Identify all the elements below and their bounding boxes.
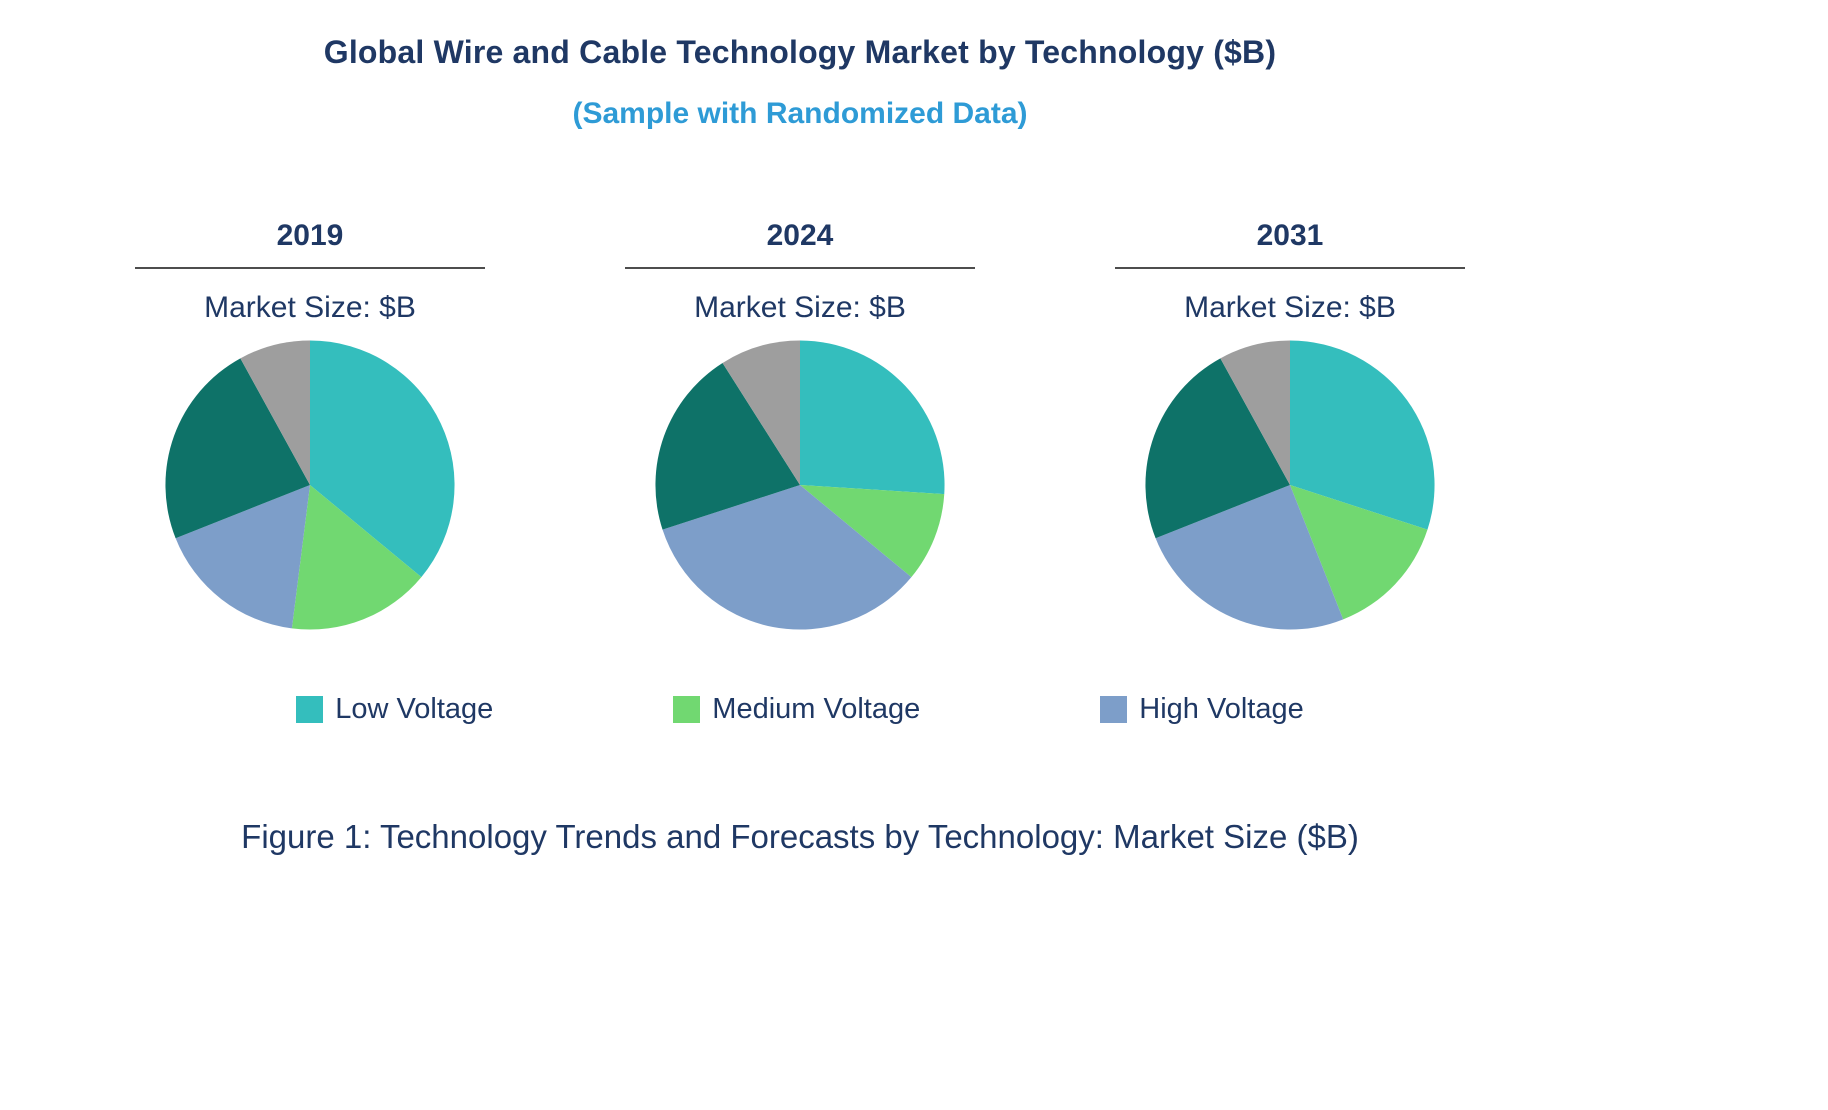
- pie-slice-medium-voltage: [1290, 485, 1428, 620]
- chart-column-2024: 2024 Market Size: $B: [560, 219, 1040, 631]
- legend-item-high-voltage: High Voltage: [1100, 693, 1304, 726]
- page-subtitle: (Sample with Randomized Data): [572, 97, 1028, 130]
- figure-caption: Figure 1: Technology Trends and Forecast…: [241, 818, 1359, 855]
- pie-slice: [240, 340, 310, 485]
- pie-slice-high-voltage: [1155, 485, 1344, 630]
- pie-chart-2024: [654, 339, 946, 631]
- pie-slice-high-voltage: [662, 485, 912, 630]
- legend-label: Low Voltage: [335, 693, 494, 725]
- pie-slice-low-voltage: [1290, 340, 1435, 530]
- legend-label: Medium Voltage: [712, 693, 921, 725]
- page-title: Global Wire and Cable Technology Market …: [323, 34, 1277, 70]
- legend-swatch-icon: [1100, 696, 1128, 723]
- pie-slice: [1145, 358, 1290, 539]
- pie-slice: [165, 358, 310, 539]
- legend-label: High Voltage: [1139, 693, 1304, 725]
- market-size-label: Market Size: $B: [694, 291, 906, 324]
- pie-slice-medium-voltage: [291, 485, 422, 630]
- pie-slice: [722, 340, 800, 485]
- legend-item-low-voltage: Low Voltage: [296, 693, 493, 726]
- pie-chart-2031: [1144, 339, 1436, 631]
- market-size-label: Market Size: $B: [204, 291, 416, 324]
- pie-chart-2019: [164, 339, 456, 631]
- legend: Low Voltage Medium Voltage High Voltage: [40, 693, 1560, 726]
- pie-slice: [655, 362, 800, 530]
- charts-row: 2019 Market Size: $B 2024 Market Size: $…: [40, 219, 1560, 631]
- legend-swatch-icon: [673, 696, 701, 723]
- year-header: 2019: [135, 219, 485, 269]
- year-header: 2031: [1115, 219, 1465, 269]
- pie-slice-low-voltage: [310, 340, 455, 578]
- chart-column-2031: 2031 Market Size: $B: [1050, 219, 1530, 631]
- pie-slice-high-voltage: [175, 485, 310, 629]
- legend-item-medium-voltage: Medium Voltage: [673, 693, 920, 726]
- legend-swatch-icon: [296, 696, 324, 723]
- chart-column-2019: 2019 Market Size: $B: [70, 219, 550, 631]
- market-size-label: Market Size: $B: [1184, 291, 1396, 324]
- pie-slice-medium-voltage: [800, 485, 945, 578]
- chart-content: Global Wire and Cable Technology Market …: [40, 0, 1560, 856]
- pie-slice-low-voltage: [800, 340, 945, 495]
- year-header: 2024: [625, 219, 975, 269]
- pie-slice: [1220, 340, 1290, 485]
